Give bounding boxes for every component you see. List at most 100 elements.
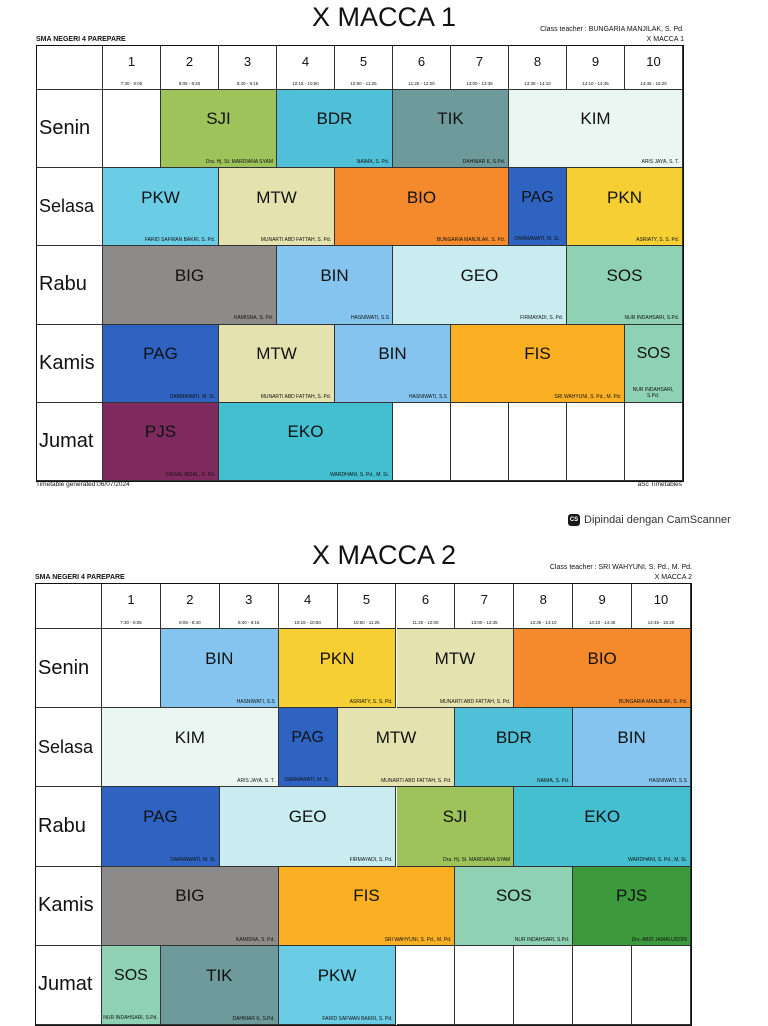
period-header-10: 10 14:45 - 15:20 (625, 46, 683, 90)
lesson-subject: KIM (580, 109, 611, 129)
period-time: 10:50 - 11:25 (350, 81, 377, 86)
lesson-mtw[interactable]: MTW MUNARTI ABD FATTAH, S. Pd. (396, 629, 515, 709)
lesson-kim[interactable]: KIM ARIS JAYA, S. T. (509, 90, 683, 169)
period-number: 3 (243, 53, 252, 69)
lesson-teacher: SRI WAHYUNI, S. Pd., M. Pd. (384, 936, 452, 943)
lesson-eko[interactable]: EKO WARDHANI, S. Pd., M. Si. (514, 787, 691, 867)
period-number: 7 (480, 592, 488, 608)
period-number: 5 (359, 53, 368, 69)
lesson-pkw[interactable]: PKW FARID SAFWAN BAKRI, S. Pd. (278, 945, 397, 1025)
lesson-teacher: DARMAWATI, M. Si. (514, 236, 560, 243)
period-number: 3 (245, 592, 253, 608)
period-header-10: 10 14:45 - 15:20 (632, 584, 691, 629)
lesson-teacher: HASNIWATI, S.S (648, 778, 687, 785)
lesson-teacher: BUNGARIA MANJILAK, S. Pd. (618, 698, 687, 705)
period-header-3: 3 8:40 - 9:15 (219, 46, 277, 90)
period-number: 1 (127, 53, 136, 69)
lesson-subject: TIK (206, 965, 233, 985)
lesson-tik[interactable]: TIK DAHNIAR K, S.Pd. (160, 945, 279, 1025)
lesson-subject: PJS (615, 886, 648, 906)
day-label-senin: Senin (37, 90, 103, 169)
lesson-bio[interactable]: BIO BUNGARIA MANJILAK, S. Pd. (514, 629, 691, 709)
period-header-1: 1 7:30 - 8:05 (102, 584, 161, 629)
lesson-bin[interactable]: BIN HASNIWATI, S.S (277, 246, 393, 325)
empty-slot (514, 945, 574, 1025)
lesson-kim[interactable]: KIM ARIS JAYA, S. T. (102, 708, 279, 788)
lesson-mtw[interactable]: MTW MUNARTI ABD FATTAH, S. Pd. (219, 168, 335, 247)
lesson-sos[interactable]: SOS NUR INDAHSARI, S.Pd. (102, 945, 161, 1025)
lesson-eko[interactable]: EKO WARDHANI, S. Pd., M. Si. (219, 402, 393, 481)
lesson-geo[interactable]: GEO FIRMAYADI, S. Pd. (219, 787, 397, 867)
lesson-sos[interactable]: SOS NUR INDAHSARI, S.Pd. (625, 324, 683, 403)
lesson-fis[interactable]: FIS SRI WAHYUNI, S. Pd., M. Pd. (451, 324, 625, 403)
lesson-subject: SJI (206, 109, 231, 129)
lesson-subject: BIN (205, 648, 234, 668)
lesson-sji[interactable]: SJI Dra. Hj. St. MARDIANA SYAM (396, 787, 515, 867)
period-time: 10:15 - 10:50 (292, 81, 319, 86)
lesson-teacher: FAISAL RIZAL, S. Pd. (166, 471, 215, 478)
period-header-4: 4 10:15 - 10:50 (277, 46, 335, 90)
lesson-subject: SOS (114, 966, 148, 984)
camscanner-text: Dipindai dengan CamScanner (584, 514, 731, 526)
lesson-pag[interactable]: PAG DARMAWATI, M. Si. (278, 708, 338, 788)
lesson-teacher: MUNARTI ABD FATTAH, S. Pd. (440, 698, 511, 705)
lesson-teacher: Dra. Hj. St. MARDIANA SYAM (205, 158, 273, 165)
lesson-teacher: ARIS JAYA, S. T. (641, 158, 679, 165)
period-time: 14:45 - 15:20 (640, 81, 667, 86)
lesson-pjs[interactable]: PJS Drs. ABDI JAMALUDDIN (573, 866, 691, 946)
lesson-pkn[interactable]: PKN ASRIATY, S. S. Pd. (567, 168, 683, 247)
lesson-teacher: WARDHANI, S. Pd., M. Si. (330, 471, 389, 478)
period-time: 8:40 - 9:15 (237, 620, 260, 625)
lesson-subject: MTW (375, 727, 417, 747)
empty-slot (393, 402, 451, 481)
empty-slot (509, 402, 567, 481)
lesson-teacher: WARDHANI, S. Pd., M. Si. (627, 857, 687, 864)
lesson-bin[interactable]: BIN HASNIWATI, S.S (160, 629, 279, 709)
period-time: 7:30 - 8:05 (120, 81, 143, 86)
period-time: 13:00 - 13:35 (466, 81, 493, 86)
lesson-subject: BIN (320, 265, 349, 285)
lesson-big[interactable]: BIG KAMISNA, S. Pd. (103, 246, 277, 325)
lesson-fis[interactable]: FIS SRI WAHYUNI, S. Pd., M. Pd. (278, 866, 456, 946)
empty-slot (573, 945, 633, 1025)
lesson-mtw[interactable]: MTW MUNARTI ABD FATTAH, S. Pd. (337, 708, 456, 788)
empty-slot (455, 945, 515, 1025)
lesson-big[interactable]: BIG KAMISNA, S. Pd. (102, 866, 279, 946)
timetable-2-class-code: X MACCA 2 (654, 574, 692, 581)
lesson-geo[interactable]: GEO FIRMAYADI, S. Pd. (393, 246, 567, 325)
lesson-subject: SOS (495, 886, 532, 906)
lesson-subject: MTW (256, 343, 297, 363)
lesson-pag[interactable]: PAG DARMAWATI, M. Si. (102, 787, 220, 867)
period-time: 7:30 - 8:05 (120, 620, 142, 625)
lesson-teacher: FIRMAYADI, S. Pd. (349, 857, 393, 864)
lesson-teacher: NUR INDAHSARI, S.Pd. (514, 936, 570, 943)
lesson-pag[interactable]: PAG DARMAWATI, M. Si. (509, 168, 567, 247)
lesson-bio[interactable]: BIO BUNGARIA MANJILAK, S. Pd. (335, 168, 509, 247)
lesson-bdr[interactable]: BDR NAIMA, S. Pd. (277, 90, 393, 169)
lesson-tik[interactable]: TIK DAHNIAR K, S.Pd. (393, 90, 509, 169)
lesson-teacher: Dra. Hj. St. MARDIANA SYAM (443, 857, 511, 864)
lesson-teacher: MUNARTI ABD FATTAH, S. Pd. (260, 237, 331, 244)
lesson-pkn[interactable]: PKN ASRIATY, S. S. Pd. (278, 629, 397, 709)
empty-slot (451, 402, 509, 481)
timetable-1-school: SMA NEGERI 4 PAREPARE (36, 36, 126, 43)
lesson-sos[interactable]: SOS NUR INDAHSARI, S.Pd. (567, 246, 683, 325)
lesson-pkw[interactable]: PKW FARID SAFWAN BAKRI, S. Pd. (103, 168, 219, 247)
period-time: 8:05 - 8:40 (178, 81, 201, 86)
lesson-bdr[interactable]: BDR NAIMA, S. Pd. (455, 708, 574, 788)
timetable-1-class-teacher: Class teacher : BUNGARIA MANJILAK, S. Pd… (540, 26, 684, 33)
lesson-sji[interactable]: SJI Dra. Hj. St. MARDIANA SYAM (161, 90, 277, 169)
lesson-mtw[interactable]: MTW MUNARTI ABD FATTAH, S. Pd. (219, 324, 335, 403)
lesson-pag[interactable]: PAG DARMAWATI, M. Si. (103, 324, 219, 403)
lesson-subject: PKW (141, 187, 180, 207)
lesson-bin[interactable]: BIN HASNIWATI, S.S (335, 324, 451, 403)
lesson-sos[interactable]: SOS NUR INDAHSARI, S.Pd. (455, 866, 574, 946)
period-header-4: 4 10:15 - 10:50 (278, 584, 338, 629)
period-time: 14:10 - 14:45 (588, 620, 616, 625)
lesson-teacher: NAIMA, S. Pd. (356, 158, 389, 165)
lesson-bin[interactable]: BIN HASNIWATI, S.S (573, 708, 691, 788)
lesson-teacher: ASRIATY, S. S. Pd. (349, 698, 393, 705)
lesson-teacher: HASNIWATI, S.S (350, 315, 389, 322)
lesson-pjs[interactable]: PJS FAISAL RIZAL, S. Pd. (103, 402, 219, 481)
period-header-2: 2 8:05 - 8:40 (161, 46, 219, 90)
